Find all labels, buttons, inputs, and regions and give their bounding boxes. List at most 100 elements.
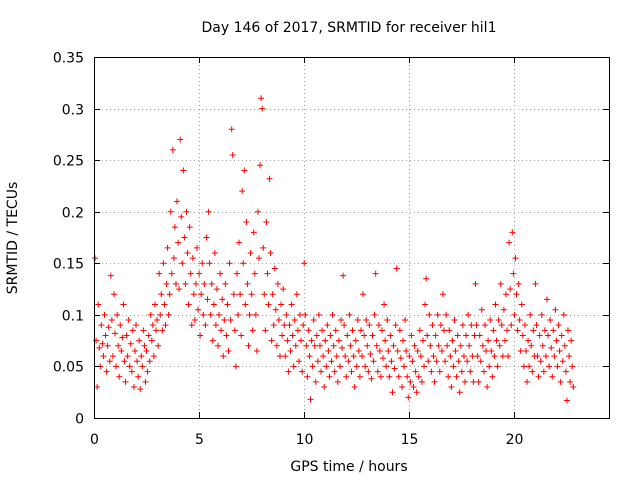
data-point: [291, 317, 298, 324]
data-point: [329, 311, 336, 318]
data-point: [283, 311, 290, 318]
data-point: [117, 322, 124, 329]
data-point: [559, 358, 566, 365]
data-point: [272, 306, 279, 313]
data-point: [153, 327, 160, 334]
data-point: [303, 342, 310, 349]
data-point: [198, 291, 205, 298]
data-point: [160, 260, 167, 267]
data-point: [511, 311, 518, 318]
data-point: [541, 327, 548, 334]
data-point: [518, 301, 525, 308]
x-tick-label: 0: [90, 432, 99, 448]
x-tick-labels: 0 5 10 15 20: [90, 432, 523, 448]
data-point: [430, 353, 437, 360]
data-point: [558, 332, 565, 339]
data-point: [203, 234, 210, 241]
data-point: [180, 167, 187, 174]
data-point: [406, 353, 413, 360]
data-point: [396, 327, 403, 334]
data-point: [109, 353, 116, 360]
data-point: [94, 384, 101, 391]
data-point: [407, 378, 414, 385]
data-point: [506, 239, 513, 246]
data-point: [534, 353, 541, 360]
data-point: [105, 324, 112, 331]
data-point: [505, 353, 512, 360]
data-point: [455, 358, 462, 365]
data-point: [555, 322, 562, 329]
data-point: [442, 358, 449, 365]
data-point: [473, 322, 480, 329]
x-axis-label: GPS time / hours: [290, 459, 407, 475]
data-point: [446, 327, 453, 334]
data-point: [110, 291, 117, 298]
data-point: [228, 126, 235, 133]
data-point: [551, 353, 558, 360]
data-point: [158, 291, 165, 298]
x-tick-label: 15: [401, 432, 419, 448]
data-point: [251, 270, 258, 277]
data-point: [157, 311, 164, 318]
data-point: [137, 386, 144, 393]
data-point: [477, 358, 484, 365]
data-point: [538, 311, 545, 318]
data-point: [129, 327, 136, 334]
data-point: [331, 368, 338, 375]
data-point: [350, 353, 357, 360]
data-point: [241, 167, 248, 174]
data-point: [504, 327, 511, 334]
data-point: [484, 384, 491, 391]
data-point: [202, 322, 209, 329]
data-point: [204, 296, 211, 303]
data-point: [295, 358, 302, 365]
data-point: [549, 373, 556, 380]
data-point: [433, 358, 440, 365]
y-tick-label: 0: [75, 412, 84, 428]
data-point: [453, 373, 460, 380]
data-point: [483, 347, 490, 354]
data-point: [457, 342, 464, 349]
data-point: [164, 244, 171, 251]
data-point: [382, 337, 389, 344]
data-point: [278, 301, 285, 308]
data-point: [536, 332, 543, 339]
data-point: [422, 301, 429, 308]
data-point: [126, 363, 133, 370]
data-point: [560, 311, 567, 318]
data-point: [494, 363, 501, 370]
data-point: [265, 301, 272, 308]
data-point: [454, 332, 461, 339]
data-point: [489, 373, 496, 380]
data-point: [444, 342, 451, 349]
data-point: [201, 280, 208, 287]
data-point: [376, 347, 383, 354]
data-point: [359, 353, 366, 360]
data-point: [98, 322, 105, 329]
data-point: [131, 347, 138, 354]
data-point: [424, 332, 431, 339]
data-point: [159, 327, 166, 334]
data-point: [95, 301, 102, 308]
data-point: [517, 347, 524, 354]
data-point: [491, 353, 498, 360]
data-point: [526, 363, 533, 370]
data-point: [486, 363, 493, 370]
data-point: [566, 353, 573, 360]
data-point: [141, 342, 148, 349]
data-point: [143, 347, 150, 354]
data-point: [294, 327, 301, 334]
data-point: [519, 332, 526, 339]
data-point: [292, 342, 299, 349]
data-point: [525, 337, 532, 344]
data-point: [499, 353, 506, 360]
data-point: [445, 373, 452, 380]
data-point: [229, 151, 236, 158]
data-point: [211, 249, 218, 256]
data-point: [342, 353, 349, 360]
y-tick-label: 0.05: [53, 360, 84, 376]
data-point: [253, 347, 260, 354]
data-point: [290, 363, 297, 370]
data-point: [362, 363, 369, 370]
